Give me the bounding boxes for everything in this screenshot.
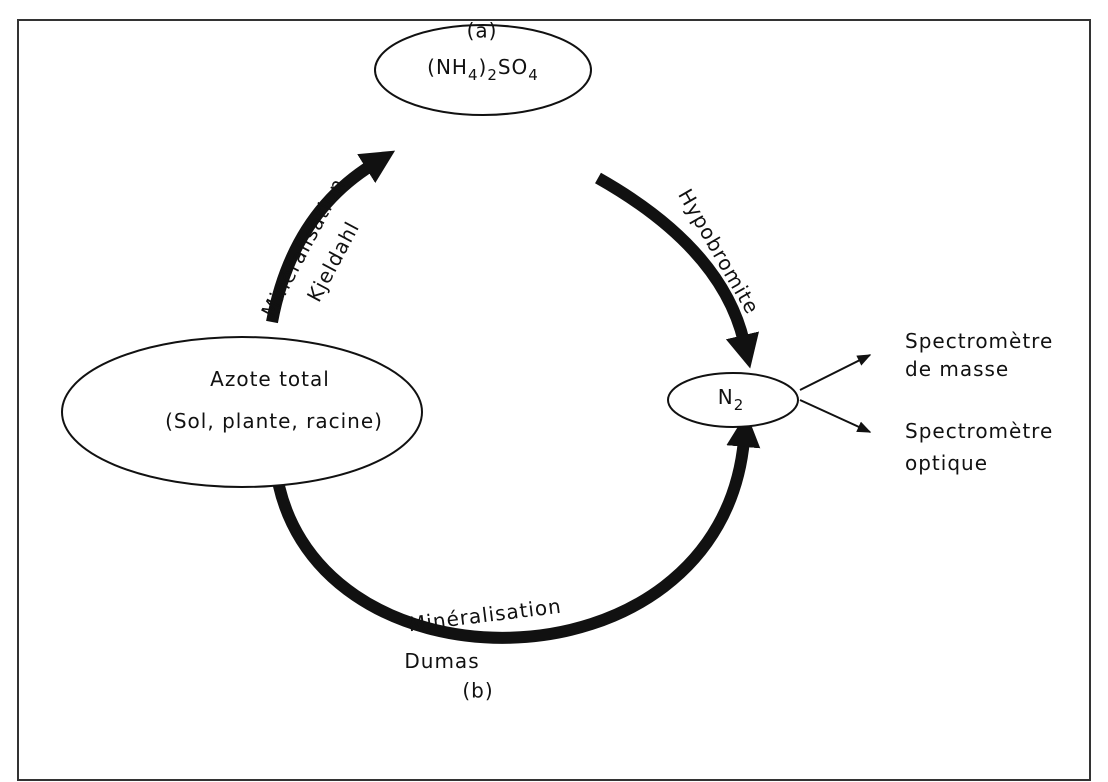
node-n2 [667, 372, 799, 428]
output-label: Spectromètre [905, 419, 1053, 443]
node-label: (NH4)2SO4 [427, 55, 539, 84]
node-label: N2 [718, 385, 745, 414]
output-label: optique [905, 451, 988, 475]
edge-label: Dumas [404, 649, 479, 673]
arrow-kjeldahl [266, 150, 396, 324]
path-label: (a) [467, 19, 498, 43]
frame [17, 19, 1091, 781]
node-label: Azote total [210, 367, 330, 391]
output-label: Spectromètre [905, 329, 1053, 353]
arrow-optical [799, 399, 872, 433]
path-label: (b) [462, 679, 493, 703]
output-label: de masse [905, 357, 1009, 381]
node-azote [61, 336, 423, 488]
arrow-hypobromite [595, 172, 759, 369]
arrow-dumas [269, 412, 761, 644]
node-label: (Sol, plante, racine) [165, 409, 383, 433]
edge-label: Minéralisation [407, 593, 563, 636]
node-nh4 [374, 24, 592, 116]
arrow-mass [799, 354, 872, 391]
